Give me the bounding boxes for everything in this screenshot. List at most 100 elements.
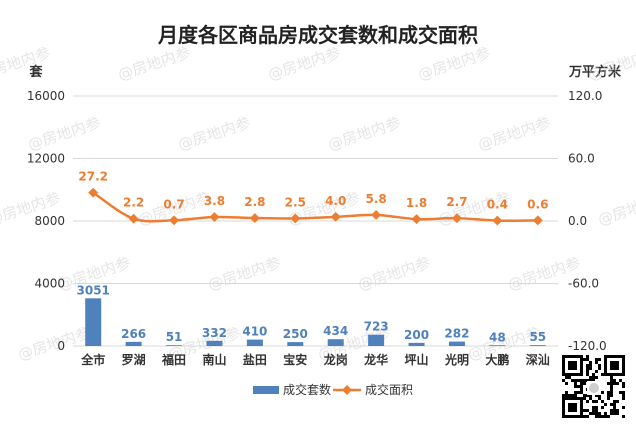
qr-module xyxy=(571,397,574,400)
left-axis-unit: 套 xyxy=(28,64,43,80)
line-marker xyxy=(88,187,99,198)
right-tick-label: 120.0 xyxy=(568,89,602,103)
watermark-text: @房地内参 xyxy=(0,44,53,84)
x-tick-label: 全市 xyxy=(80,352,105,367)
qr-module xyxy=(604,364,607,367)
qr-module xyxy=(604,373,607,376)
qr-module xyxy=(577,391,580,394)
x-tick-label: 龙岗 xyxy=(324,352,348,367)
right-axis: -120.0 -60.0 0.0 60.0 120.0 xyxy=(568,89,607,353)
qr-module xyxy=(580,409,583,412)
qr-module xyxy=(577,379,580,382)
qr-module xyxy=(622,406,625,409)
line-value-label: 2.5 xyxy=(285,195,306,209)
qr-module xyxy=(562,406,565,409)
line-value-label: 0.4 xyxy=(487,198,508,212)
qr-module xyxy=(619,391,622,394)
qr-module xyxy=(616,361,619,364)
qr-module xyxy=(580,379,583,382)
qr-module xyxy=(589,397,592,400)
qr-module xyxy=(592,412,595,415)
qr-module xyxy=(610,409,613,412)
qr-module xyxy=(574,379,577,382)
qr-module xyxy=(622,361,625,364)
qr-module xyxy=(604,355,607,358)
qr-module xyxy=(568,355,571,358)
line-marker xyxy=(492,215,503,226)
x-tick-label: 光明 xyxy=(444,352,469,367)
qr-module xyxy=(598,397,601,400)
qr-module xyxy=(574,409,577,412)
qr-module xyxy=(613,379,616,382)
x-tick-label: 福田 xyxy=(161,352,186,367)
watermark-text: @房地内参 xyxy=(326,114,403,154)
qr-module xyxy=(601,391,604,394)
qr-module xyxy=(580,373,583,376)
line-value-label: 27.2 xyxy=(78,170,108,184)
qr-module xyxy=(577,355,580,358)
qr-module xyxy=(574,391,577,394)
qr-module xyxy=(568,409,571,412)
bar-value-label: 48 xyxy=(489,330,506,344)
qr-module xyxy=(595,409,598,412)
qr-module xyxy=(571,406,574,409)
qr-module xyxy=(607,415,610,418)
line-value-label: 4.0 xyxy=(325,194,346,208)
qr-module xyxy=(607,382,610,385)
qr-module xyxy=(598,394,601,397)
qr-module xyxy=(580,412,583,415)
qr-module xyxy=(571,361,574,364)
line-value-label: 5.8 xyxy=(365,192,386,206)
qr-module xyxy=(568,406,571,409)
watermark-text: @房地内参 xyxy=(116,44,193,84)
bar xyxy=(408,342,425,346)
qr-module xyxy=(595,361,598,364)
qr-module xyxy=(577,385,580,388)
qr-module xyxy=(571,409,574,412)
qr-module xyxy=(571,364,574,367)
line-marker xyxy=(371,210,382,220)
qr-module xyxy=(586,355,589,358)
qr-module xyxy=(562,364,565,367)
line-marker xyxy=(209,212,220,222)
qr-module xyxy=(574,367,577,370)
bar xyxy=(368,334,385,346)
qr-module xyxy=(616,409,619,412)
watermark-text: @房地内参 xyxy=(476,114,553,154)
qr-module xyxy=(586,367,589,370)
watermark-text: @房地内参 xyxy=(596,189,636,229)
qr-module xyxy=(568,415,571,418)
legend: 成交套数 成交面积 xyxy=(253,382,413,397)
qr-module xyxy=(610,382,613,385)
qr-module xyxy=(583,397,586,400)
qr-module xyxy=(610,391,613,394)
line-value-label: 2.7 xyxy=(446,195,467,209)
legend-label-line: 成交面积 xyxy=(365,382,413,397)
qr-module xyxy=(562,397,565,400)
qr-module xyxy=(580,391,583,394)
bar xyxy=(327,339,344,346)
qr-module xyxy=(622,385,625,388)
bar-value-label: 200 xyxy=(404,328,429,342)
qr-module xyxy=(571,379,574,382)
qr-module xyxy=(586,373,589,376)
qr-module xyxy=(604,403,607,406)
qr-module xyxy=(607,355,610,358)
qr-module xyxy=(604,367,607,370)
line-value-label: 0.6 xyxy=(527,197,548,211)
x-tick-label: 深汕 xyxy=(526,352,550,367)
qr-module xyxy=(610,388,613,391)
x-tick-label: 坪山 xyxy=(405,352,429,367)
qr-module xyxy=(583,409,586,412)
qr-module xyxy=(571,367,574,370)
qr-module xyxy=(622,382,625,385)
watermark-text: @房地内参 xyxy=(356,254,433,294)
qr-module xyxy=(613,400,616,403)
qr-module xyxy=(574,382,577,385)
qr-module xyxy=(604,358,607,361)
chart-title: 月度各区商品房成交套数和成交面积 xyxy=(157,23,478,47)
qr-module xyxy=(610,376,613,379)
qr-module xyxy=(574,361,577,364)
qr-module xyxy=(571,403,574,406)
line-value-label: 2.8 xyxy=(244,195,265,209)
